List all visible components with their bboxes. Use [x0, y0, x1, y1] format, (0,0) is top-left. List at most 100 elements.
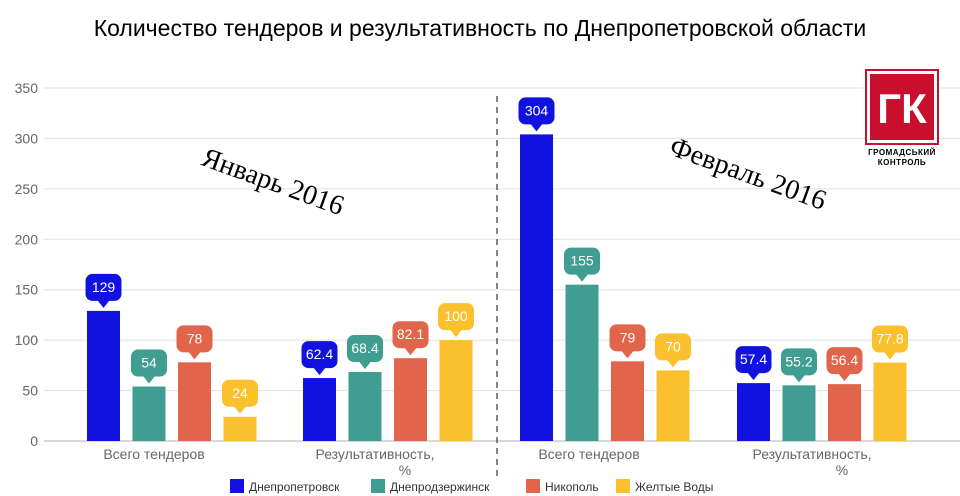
data-label-bubble	[609, 324, 646, 352]
bar	[782, 385, 816, 441]
data-label: 70	[665, 338, 681, 354]
data-label-bubble	[85, 273, 122, 301]
legend-swatch	[230, 479, 244, 493]
data-label: 68.4	[351, 340, 378, 356]
data-label-bubble	[438, 303, 474, 331]
data-label-pointer	[838, 373, 851, 382]
y-tick-label: 200	[15, 231, 39, 247]
logo-mark-background	[870, 74, 934, 140]
y-axis: 0 50 100 150 200 250 300 350	[15, 80, 39, 449]
legend-label: Днепропетровск	[249, 480, 340, 494]
data-label-pointer	[793, 374, 805, 383]
data-label: 54	[141, 355, 157, 371]
data-label-bubble	[301, 341, 338, 369]
data-label-pointer	[188, 351, 201, 360]
data-label-bubble	[518, 97, 555, 125]
data-label: 62.4	[306, 346, 333, 362]
data-label-bubble	[826, 347, 863, 375]
data-label-bubble	[392, 321, 429, 349]
bar	[348, 372, 382, 441]
y-tick-label: 0	[30, 433, 38, 449]
data-label-pointer	[530, 123, 543, 132]
bar	[828, 384, 861, 441]
data-label: 24	[232, 385, 248, 401]
x-category-label: Результативность,	[752, 446, 871, 462]
data-label-pointer	[234, 406, 246, 414]
legend-swatch	[371, 479, 385, 493]
logo-line1: ГРОМАДСЬКИЙ	[868, 148, 936, 157]
data-label: 77.8	[876, 331, 903, 347]
bar	[178, 362, 211, 441]
data-label-pointer	[143, 376, 155, 384]
legend: Днепропетровск Днепродзержинск Никополь Жел…	[230, 479, 713, 494]
bar	[87, 310, 120, 441]
period-labels: Январь 2016 Февраль 2016	[198, 131, 831, 222]
legend-label: Желтые Воды	[635, 480, 713, 494]
bars	[87, 134, 907, 441]
bar	[132, 386, 166, 441]
data-label: 100	[444, 308, 468, 324]
logo-mark: ГК	[877, 85, 927, 132]
x-category-label: Всего тендеров	[538, 446, 639, 462]
bar	[565, 284, 599, 441]
data-labels: 129 54 78 24 62.4 68.4 82.1 100 304 155 79 70 57.4 55…	[85, 97, 908, 414]
x-category-label: %	[399, 462, 411, 478]
data-label-bubble	[735, 346, 772, 374]
y-tick-label: 300	[15, 130, 39, 146]
data-label-bubble	[347, 335, 383, 363]
data-label-bubble	[176, 325, 213, 353]
y-tick-label: 100	[15, 332, 39, 348]
bar	[394, 358, 427, 441]
bar	[611, 361, 644, 441]
bar	[520, 134, 553, 441]
bar	[656, 370, 690, 441]
data-label-bubble	[564, 247, 600, 275]
data-label: 55.2	[785, 353, 812, 369]
chart-title: Количество тендеров и результативность п…	[94, 15, 867, 41]
logo: ГК ГРОМАДСЬКИЙ КОНТРОЛЬ	[865, 69, 939, 167]
period-label: Январь 2016	[198, 142, 348, 222]
x-category-label: %	[836, 462, 848, 478]
data-label-pointer	[884, 352, 896, 360]
data-label-bubble	[655, 333, 691, 361]
legend-label: Днепродзержинск	[390, 480, 490, 494]
data-label: 155	[570, 253, 594, 269]
y-tick-label: 350	[15, 80, 39, 96]
data-label: 56.4	[831, 352, 858, 368]
data-label-pointer	[621, 350, 634, 359]
legend-label: Никополь	[545, 480, 599, 494]
bar	[439, 340, 473, 441]
data-label: 304	[525, 102, 549, 118]
data-label: 79	[620, 329, 636, 345]
bar	[737, 383, 770, 441]
data-label-pointer	[404, 347, 417, 356]
y-tick-label: 50	[22, 383, 38, 399]
data-label: 57.4	[740, 351, 767, 367]
data-label: 129	[92, 279, 116, 295]
bar	[303, 378, 336, 441]
data-label-bubble	[872, 325, 908, 353]
legend-swatch	[526, 479, 540, 493]
data-label-bubble	[131, 349, 167, 377]
data-label-pointer	[450, 329, 462, 338]
data-label-pointer	[667, 359, 679, 368]
data-label-pointer	[97, 300, 110, 308]
legend-swatch	[616, 479, 630, 493]
data-label-bubble	[781, 348, 817, 376]
y-tick-label: 150	[15, 282, 39, 298]
x-category-label: Всего тендеров	[103, 446, 204, 462]
data-label-pointer	[359, 361, 371, 370]
data-label-pointer	[313, 367, 326, 376]
y-tick-label: 250	[15, 181, 39, 197]
x-category-label: Результативность,	[315, 446, 434, 462]
period-label: Февраль 2016	[665, 131, 830, 216]
data-label-pointer	[747, 372, 760, 381]
data-label-bubble	[222, 379, 258, 407]
data-label-pointer	[576, 274, 588, 282]
bar	[873, 362, 907, 441]
data-label: 78	[187, 330, 203, 346]
bar	[223, 416, 257, 441]
data-label: 82.1	[397, 326, 424, 342]
x-axis-categories: Всего тендеров Результативность,% Всего те…	[103, 446, 871, 478]
